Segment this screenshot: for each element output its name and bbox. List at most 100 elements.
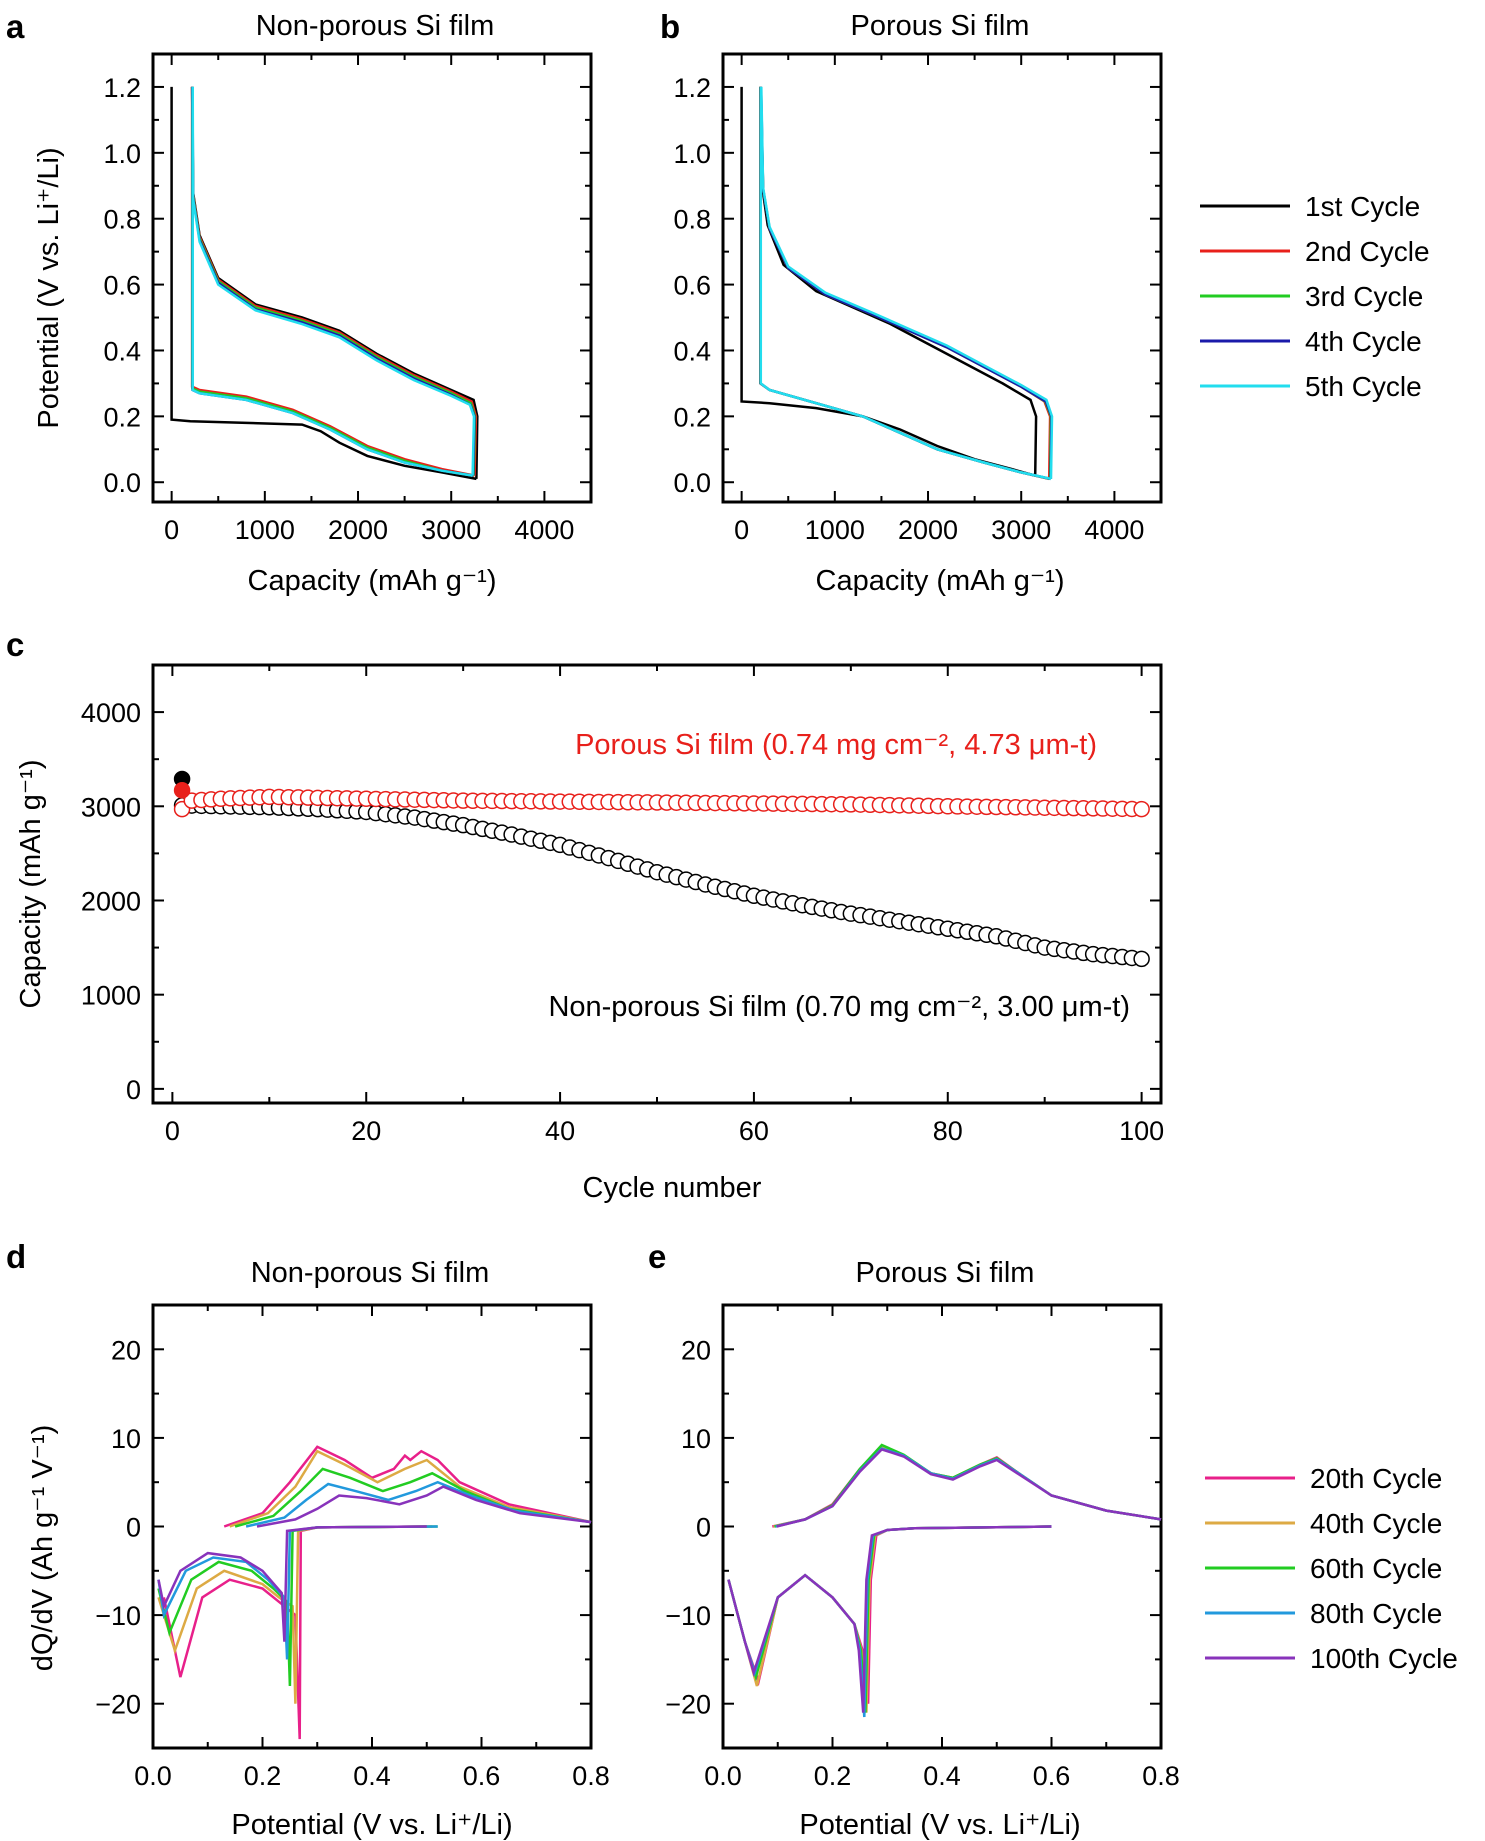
panel-a-frame bbox=[151, 52, 593, 504]
charge-dqdv-curve bbox=[229, 1449, 592, 1528]
y-tick-label: 0.0 bbox=[673, 468, 711, 498]
cycle-legend-de: 20th Cycle 40th Cycle 60th Cycle 80th Cycle… bbox=[1205, 1463, 1458, 1674]
charge-dqdv-curve bbox=[775, 1447, 1162, 1528]
y-tick-label: 1000 bbox=[81, 981, 141, 1011]
x-tick-label: 0 bbox=[734, 515, 749, 545]
y-tick-label: −20 bbox=[95, 1690, 141, 1720]
y-tick-label: 0.8 bbox=[673, 205, 711, 235]
panel-d-letter: d bbox=[6, 1238, 26, 1275]
panel-c-x-label: Cycle number bbox=[583, 1172, 762, 1204]
panel-a-plot-area: 0 1000 2000 3000 4000 0.0 0.2 0.4 0.6 0.8 1.0 1.2 bbox=[103, 54, 591, 545]
discharge-curve bbox=[191, 86, 474, 477]
panel-b-title: Porous Si film bbox=[851, 10, 1030, 42]
panel-d-x-label: Potential (V vs. Li⁺/Li) bbox=[231, 1809, 512, 1841]
panel-e-letter: e bbox=[648, 1238, 666, 1275]
charge-dqdv-curve bbox=[245, 1480, 592, 1528]
x-tick-label: 0.6 bbox=[1033, 1761, 1071, 1791]
charge-curve bbox=[190, 86, 479, 479]
charge-dqdv-curve bbox=[776, 1447, 1162, 1528]
x-tick-label: 3000 bbox=[991, 515, 1051, 545]
legend-label: 60th Cycle bbox=[1310, 1553, 1442, 1584]
discharge-curve bbox=[740, 86, 1036, 477]
y-tick-label: 0.0 bbox=[103, 468, 141, 498]
discharge-dqdv-curve bbox=[157, 1525, 427, 1642]
discharge-dqdv-curve bbox=[727, 1525, 1052, 1718]
legend-label: 4th Cycle bbox=[1305, 326, 1422, 357]
discharge-dqdv-curve bbox=[727, 1525, 1052, 1713]
x-tick-label: 0.6 bbox=[463, 1761, 501, 1791]
charge-curve bbox=[191, 86, 477, 476]
y-tick-label: 4000 bbox=[81, 698, 141, 728]
x-tick-label: 40 bbox=[545, 1116, 575, 1146]
charge-dqdv-curve bbox=[774, 1443, 1162, 1528]
y-tick-label: 0 bbox=[126, 1075, 141, 1105]
cycle-point bbox=[1133, 950, 1150, 968]
y-tick-label: 0.8 bbox=[103, 205, 141, 235]
panel-a-y-label: Potential (V vs. Li⁺/Li) bbox=[33, 147, 65, 428]
legend-label: 1st Cycle bbox=[1305, 191, 1420, 222]
y-tick-label: 0.6 bbox=[103, 271, 141, 301]
panel-c-letter: c bbox=[6, 626, 24, 663]
y-tick-label: 1.0 bbox=[103, 139, 141, 169]
x-tick-label: 0.0 bbox=[704, 1761, 742, 1791]
discharge-curve bbox=[170, 86, 477, 481]
charge-curve bbox=[760, 86, 1054, 479]
discharge-curve bbox=[191, 86, 474, 477]
y-tick-label: 10 bbox=[681, 1424, 711, 1454]
panel-a-x-label: Capacity (mAh g⁻¹) bbox=[248, 565, 497, 597]
x-tick-label: 0.8 bbox=[1142, 1761, 1180, 1791]
discharge-dqdv-curve bbox=[727, 1525, 1052, 1713]
x-tick-label: 1000 bbox=[805, 515, 865, 545]
charge-curve bbox=[191, 86, 476, 476]
y-tick-label: 1.0 bbox=[673, 139, 711, 169]
charge-curve bbox=[759, 86, 1038, 476]
panel-e-frame bbox=[721, 1303, 1163, 1750]
panel-c-y-label: Capacity (mAh g⁻¹) bbox=[15, 760, 47, 1009]
x-tick-label: 80 bbox=[933, 1116, 963, 1146]
y-tick-label: 10 bbox=[111, 1424, 141, 1454]
panel-a-chart: a Non-porous Si film 0 1000 2000 3000 4000 0.… bbox=[6, 8, 593, 597]
x-tick-label: 0.8 bbox=[572, 1761, 610, 1791]
panel-b-frame bbox=[721, 52, 1163, 504]
y-tick-label: 0.4 bbox=[673, 336, 711, 366]
y-tick-label: −10 bbox=[95, 1601, 141, 1631]
discharge-curve bbox=[759, 86, 1050, 481]
panel-d-plot-area: 0.0 0.2 0.4 0.6 0.8 −20 −10 0 10 20 bbox=[95, 1304, 610, 1791]
x-tick-label: 0 bbox=[165, 1116, 180, 1146]
y-tick-label: −20 bbox=[665, 1690, 711, 1720]
discharge-curve bbox=[191, 86, 473, 477]
panel-b-chart: b Porous Si film 0 1000 2000 3000 4000 0.0 0.2… bbox=[660, 8, 1163, 597]
y-tick-label: 1.2 bbox=[673, 73, 711, 103]
y-tick-label: 0.4 bbox=[103, 336, 141, 366]
panel-d-title: Non-porous Si film bbox=[251, 1257, 490, 1289]
legend-label: 20th Cycle bbox=[1310, 1463, 1442, 1494]
panel-e-title: Porous Si film bbox=[856, 1257, 1035, 1289]
panel-a-letter: a bbox=[6, 8, 25, 45]
charge-dqdv-curve bbox=[234, 1467, 592, 1528]
y-tick-label: 3000 bbox=[81, 792, 141, 822]
discharge-curve bbox=[759, 86, 1052, 481]
x-tick-label: 60 bbox=[739, 1116, 769, 1146]
legend-label: 2nd Cycle bbox=[1305, 236, 1430, 267]
charge-dqdv-curve bbox=[772, 1445, 1162, 1528]
panel-b-letter: b bbox=[660, 8, 680, 45]
charge-curve bbox=[191, 86, 476, 476]
charge-dqdv-curve bbox=[223, 1445, 592, 1528]
charge-curve bbox=[190, 86, 478, 476]
panel-d-y-label: dQ/dV (Ah g⁻¹ V⁻¹) bbox=[27, 1425, 59, 1672]
discharge-curve bbox=[759, 86, 1051, 481]
x-tick-label: 2000 bbox=[328, 515, 388, 545]
cycle-legend-ab: 1st Cycle 2nd Cycle 3rd Cycle 4th Cycle 5th … bbox=[1200, 191, 1430, 402]
y-tick-label: 0 bbox=[696, 1513, 711, 1543]
y-tick-label: 0.6 bbox=[673, 271, 711, 301]
y-tick-label: 1.2 bbox=[103, 73, 141, 103]
x-tick-label: 0.4 bbox=[923, 1761, 961, 1791]
panel-e-chart: e Porous Si film 0.0 0.2 0.4 0.6 0.8 −20 −10 0 1… bbox=[648, 1238, 1180, 1841]
legend-label: 40th Cycle bbox=[1310, 1508, 1442, 1539]
x-tick-label: 2000 bbox=[898, 515, 958, 545]
y-tick-label: 20 bbox=[681, 1335, 711, 1365]
panel-a-title: Non-porous Si film bbox=[256, 10, 495, 42]
x-tick-label: 0.0 bbox=[134, 1761, 172, 1791]
